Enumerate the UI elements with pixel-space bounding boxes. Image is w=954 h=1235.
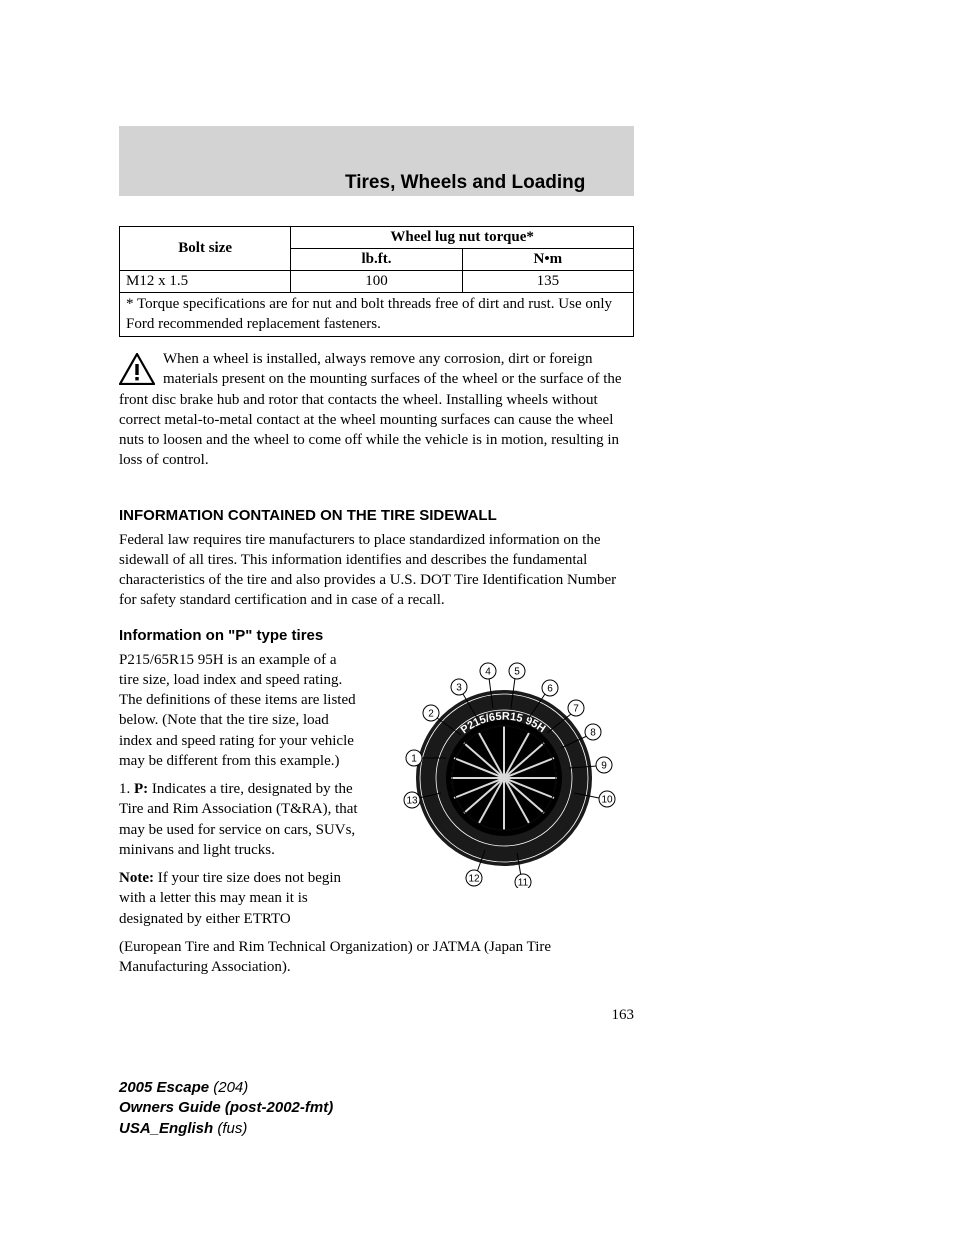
svg-text:2: 2	[428, 708, 434, 719]
svg-text:9: 9	[601, 760, 607, 771]
callout-11: 11	[515, 874, 531, 888]
item1-lead: 1.	[119, 781, 134, 797]
table-footnote: * Torque specifications are for nut and …	[120, 293, 634, 337]
callout-1: 1	[406, 750, 422, 766]
svg-text:6: 6	[547, 683, 553, 694]
footer-line2: Owners Guide (post-2002-fmt)	[119, 1098, 333, 1118]
svg-text:13: 13	[406, 795, 418, 806]
page-title: Tires, Wheels and Loading	[345, 172, 585, 194]
callout-12: 12	[466, 870, 482, 886]
section-heading: INFORMATION CONTAINED ON THE TIRE SIDEWA…	[119, 507, 634, 524]
svg-text:5: 5	[514, 666, 520, 677]
page-number: 163	[119, 1007, 634, 1024]
ptype-intro: P215/65R15 95H is an example of a tire s…	[119, 650, 359, 772]
callout-8: 8	[585, 724, 601, 740]
tire-diagram: P215/65R15 95H	[379, 658, 629, 893]
section-paragraph: Federal law requires tire manufacturers …	[119, 530, 634, 611]
callout-13: 13	[404, 792, 420, 808]
table-cell-lbft: 100	[291, 271, 462, 293]
table-subheader-lbft: lb.ft.	[291, 249, 462, 271]
footer-line3-bold: USA_English	[119, 1120, 213, 1137]
callout-9: 9	[596, 757, 612, 773]
callout-2: 2	[423, 705, 439, 721]
item1-rest: Indicates a tire, designated by the Tire…	[119, 781, 358, 858]
left-column: P215/65R15 95H is an example of a tire s…	[119, 650, 359, 937]
footer-line1-ital: (204)	[209, 1079, 248, 1096]
table-header-bolt: Bolt size	[120, 227, 291, 271]
svg-text:4: 4	[485, 666, 491, 677]
svg-text:1: 1	[411, 753, 417, 764]
svg-text:7: 7	[573, 703, 579, 714]
note-bold: Note:	[119, 870, 154, 886]
ptype-note: Note: If your tire size does not begin w…	[119, 868, 359, 929]
svg-text:11: 11	[518, 877, 529, 888]
table-header-torque: Wheel lug nut torque*	[291, 227, 634, 249]
footer-line3-ital: (fus)	[213, 1120, 247, 1137]
svg-text:3: 3	[456, 682, 462, 693]
table-subheader-nm: N•m	[462, 249, 633, 271]
callout-3: 3	[451, 679, 467, 695]
warning-text: When a wheel is installed, always remove…	[119, 351, 622, 468]
svg-text:10: 10	[601, 794, 613, 805]
warning-box: When a wheel is installed, always remove…	[119, 349, 634, 471]
table-cell-nm: 135	[462, 271, 633, 293]
table-cell-bolt: M12 x 1.5	[120, 271, 291, 293]
note-tail: (European Tire and Rim Technical Organiz…	[119, 937, 634, 978]
content-area: Bolt size Wheel lug nut torque* lb.ft. N…	[119, 220, 634, 1024]
footer: 2005 Escape (204) Owners Guide (post-200…	[119, 1078, 333, 1139]
svg-text:8: 8	[590, 727, 596, 738]
ptype-item1: 1. P: Indicates a tire, designated by th…	[119, 779, 359, 860]
callout-7: 7	[568, 700, 584, 716]
footer-line1-bold: 2005 Escape	[119, 1079, 209, 1096]
warning-icon	[119, 353, 155, 385]
item1-bold: P:	[134, 781, 148, 797]
subsection-heading: Information on "P" type tires	[119, 627, 634, 644]
callout-5: 5	[509, 663, 525, 679]
callout-10: 10	[599, 791, 615, 807]
callout-4: 4	[480, 663, 496, 679]
spec-table: Bolt size Wheel lug nut torque* lb.ft. N…	[119, 226, 634, 337]
callout-6: 6	[542, 680, 558, 696]
right-column: P215/65R15 95H	[374, 650, 634, 893]
svg-text:12: 12	[468, 873, 480, 884]
